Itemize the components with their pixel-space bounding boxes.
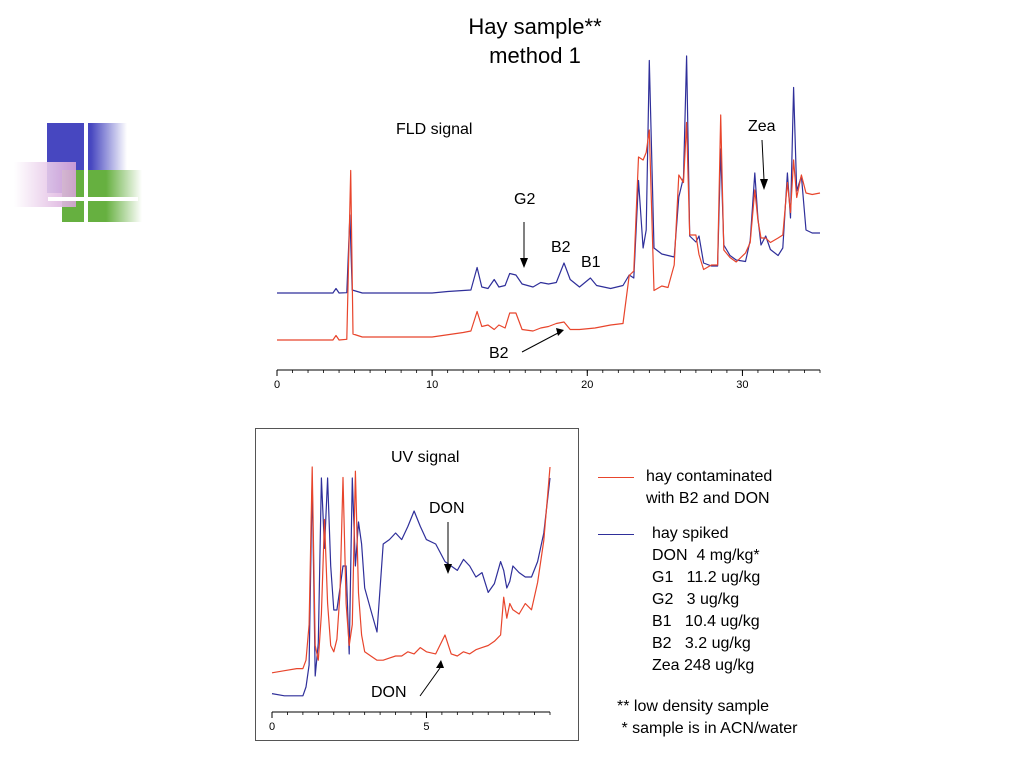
uv-tick-label: 5 xyxy=(423,721,429,733)
fld-signal-label: FLD signal xyxy=(396,121,472,138)
uv-annotation-don-lower: DON xyxy=(371,684,407,701)
legend-item-b1: B1 10.4 ug/kg xyxy=(652,613,760,630)
legend-item-g1: G1 11.2 ug/kg xyxy=(652,569,761,586)
legend-item-zea: Zea 248 ug/kg xyxy=(652,657,755,674)
fld-trace-spiked xyxy=(277,55,820,294)
fld-arrowhead-zea xyxy=(760,179,768,190)
footnotes: ** low density sample * sample is in ACN… xyxy=(617,696,798,740)
uv-tick-label: 0 xyxy=(269,721,275,733)
page-title: Hay sample** method 1 xyxy=(380,12,690,70)
fld-trace-contaminated xyxy=(277,114,821,341)
fld-tick-label: 30 xyxy=(736,379,748,391)
legend-label-contaminated-1: hay contaminated xyxy=(646,468,773,485)
fld-annotation-g2: G2 xyxy=(514,191,535,208)
fld-arrow-zea xyxy=(761,139,765,181)
legend-swatch-spiked xyxy=(598,534,634,535)
uv-arrow-don-lower xyxy=(419,667,441,697)
legend-item-b2: B2 3.2 ug/kg xyxy=(652,635,751,652)
fld-traces xyxy=(277,55,821,341)
fld-annotation-b1: B1 xyxy=(581,254,601,271)
legend: hay contaminated with B2 and DON hay spi… xyxy=(598,466,858,677)
legend-label-spiked: hay spiked xyxy=(652,525,729,542)
fld-tick-label: 0 xyxy=(274,379,280,391)
legend-swatch-contaminated xyxy=(598,477,634,478)
fld-tick-label: 20 xyxy=(581,379,593,391)
footnote-acn-water: * sample is in ACN/water xyxy=(617,720,798,737)
uv-arrowhead-don xyxy=(444,564,452,574)
legend-entry-spiked: hay spiked DON 4 mg/kg* G1 11.2 ug/kg G2… xyxy=(598,523,858,677)
uv-annotation-don: DON xyxy=(429,500,465,517)
uv-arrowhead-don-lower xyxy=(436,660,444,668)
legend-entry-contaminated: hay contaminated with B2 and DON xyxy=(598,466,858,510)
fld-annotation-zea: Zea xyxy=(748,118,776,135)
uv-signal-label: UV signal xyxy=(391,449,459,466)
uv-trace-contaminated xyxy=(271,466,551,674)
fld-annotation-b2-lower: B2 xyxy=(489,345,509,362)
legend-item-g2: G2 3 ug/kg xyxy=(652,591,740,608)
footnote-low-density: ** low density sample xyxy=(617,698,770,715)
fld-arrowhead-b2-lower xyxy=(556,328,564,336)
fld-annotation-b2: B2 xyxy=(551,239,571,256)
fld-arrow-b2-lower xyxy=(521,332,559,353)
fld-x-axis: 0 10 20 30 xyxy=(274,369,821,391)
logo-squares xyxy=(14,123,142,223)
fld-chart: 0 10 20 30 FLD signal G2 B2 B1 Zea B2 xyxy=(274,55,821,391)
uv-chart-frame xyxy=(255,428,579,741)
fld-arrowhead-g2 xyxy=(520,258,528,268)
legend-label-contaminated-2: with B2 and DON xyxy=(646,490,770,507)
fld-tick-label: 10 xyxy=(426,379,438,391)
title-line-2: method 1 xyxy=(489,43,581,68)
uv-trace-spiked xyxy=(271,477,551,697)
title-line-1: Hay sample** xyxy=(468,14,602,39)
uv-traces xyxy=(271,466,551,697)
legend-item-don: DON 4 mg/kg* xyxy=(652,547,760,564)
